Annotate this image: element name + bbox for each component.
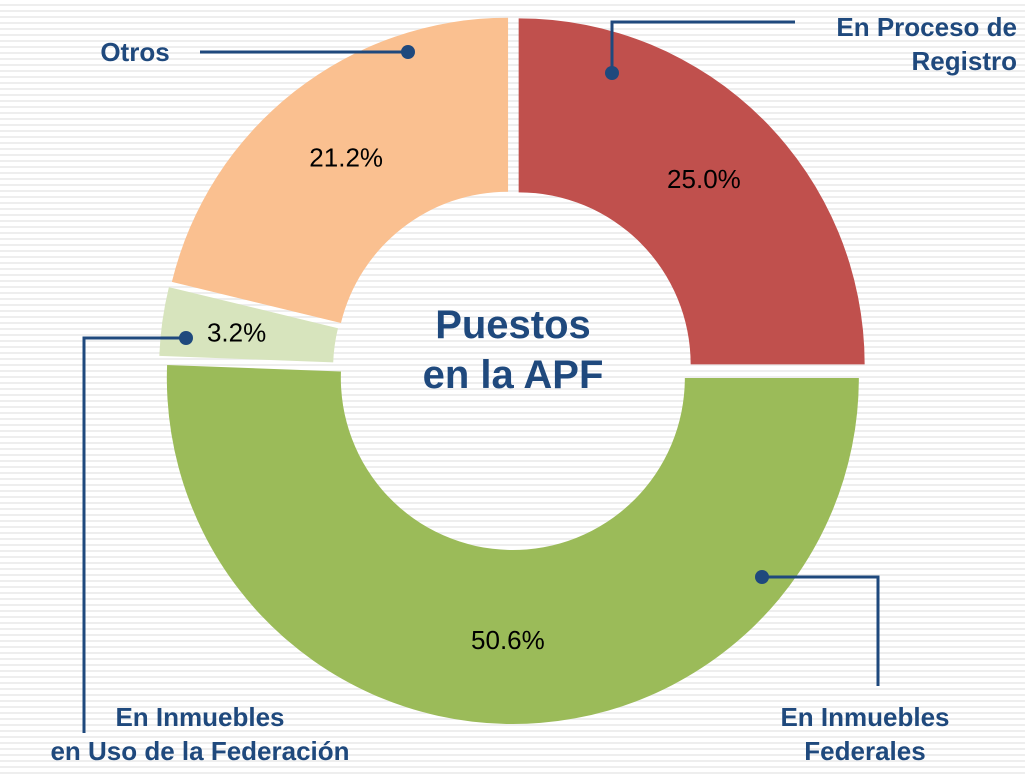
leader-dot	[755, 570, 769, 584]
category-label: En Inmuebles en Uso de la Federación	[50, 702, 350, 766]
leader-dot	[605, 66, 619, 80]
donut-slice	[166, 364, 859, 725]
category-label: En Proceso de Registro	[836, 12, 1017, 76]
value-label: 3.2%	[207, 317, 266, 347]
value-label: 50.6%	[471, 625, 545, 655]
leader-dot	[179, 331, 193, 345]
donut-slice	[171, 17, 509, 324]
leader-line	[762, 575, 880, 686]
center-text: Puestos en la APF	[422, 303, 604, 397]
donut-slice	[518, 18, 865, 365]
value-label: 25.0%	[667, 164, 741, 194]
value-label: 21.2%	[309, 143, 383, 173]
slices	[159, 17, 865, 725]
category-label: Otros	[100, 37, 170, 67]
leader-dot	[401, 45, 415, 59]
donut-slice	[159, 287, 338, 363]
category-label: En Inmuebles Federales	[780, 702, 950, 766]
leader-line	[610, 20, 795, 73]
leader-line	[82, 336, 186, 733]
